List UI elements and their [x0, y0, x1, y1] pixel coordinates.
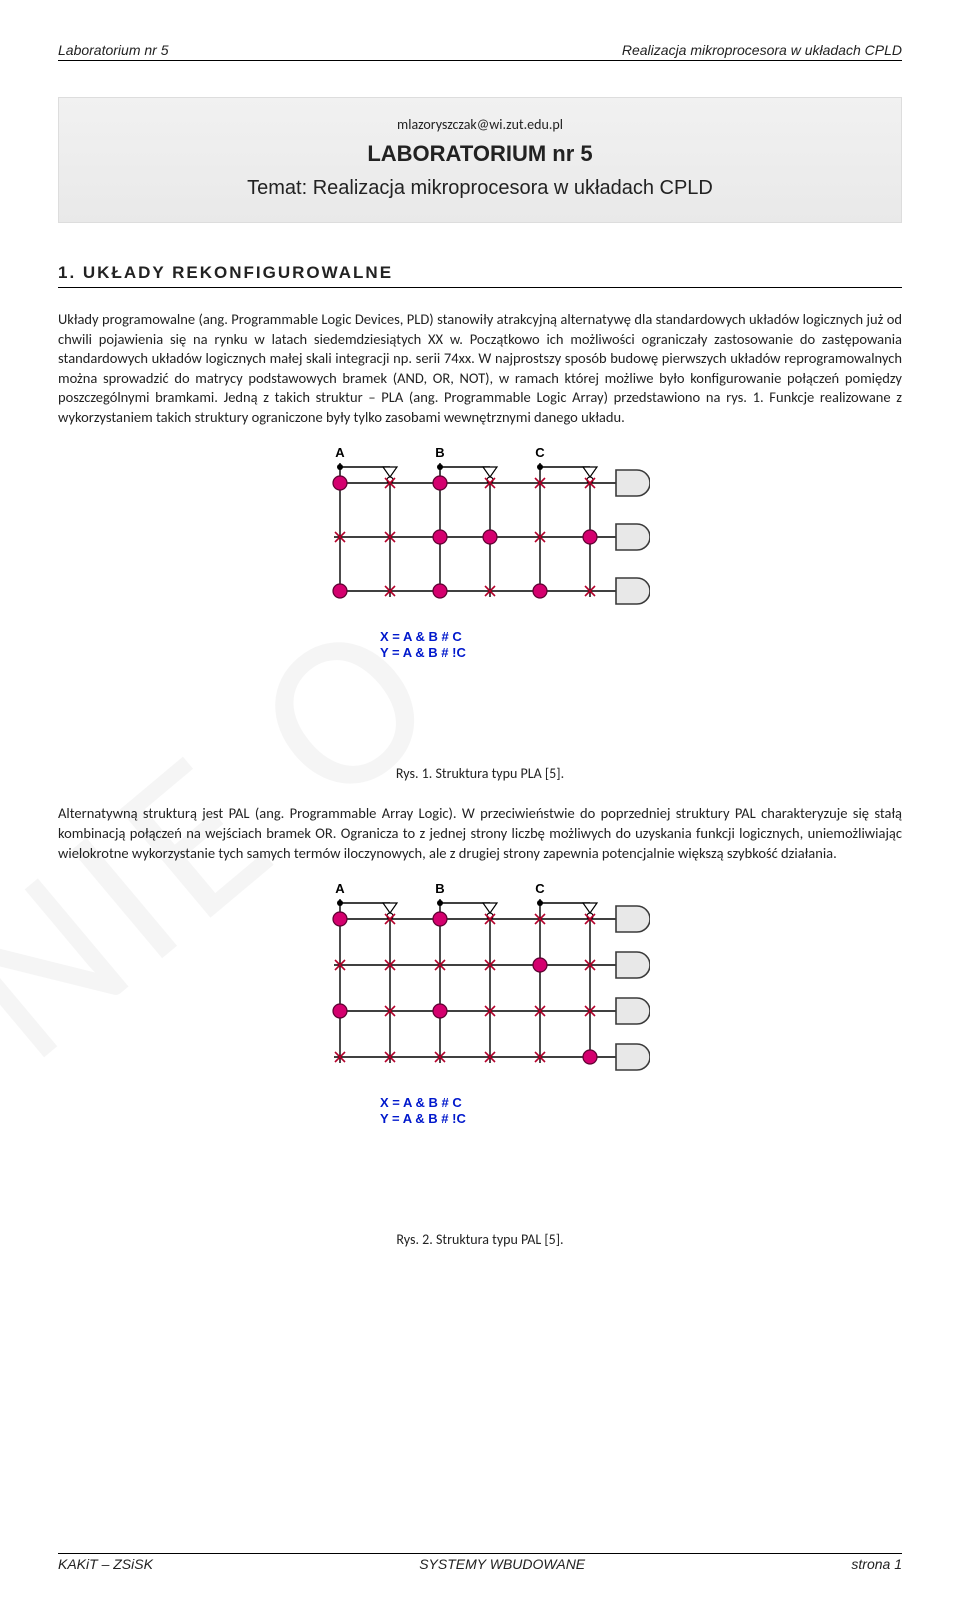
figure-1: ABCXYX = A & B # CY = A & B # !C — [58, 445, 902, 755]
header-left: Laboratorium nr 5 — [58, 42, 169, 58]
svg-text:C: C — [535, 445, 545, 460]
page-footer: KAKiT – ZSiSK SYSTEMY WBUDOWANE strona 1 — [58, 1553, 902, 1572]
paragraph-2: Alternatywną strukturą jest PAL (ang. Pr… — [58, 804, 902, 863]
header-right: Realizacja mikroprocesora w układach CPL… — [622, 42, 902, 58]
paragraph-1: Układy programowalne (ang. Programmable … — [58, 310, 902, 427]
svg-text:A: A — [335, 881, 345, 896]
title-box: mlazoryszczak@wi.zut.edu.pl LABORATORIUM… — [58, 97, 902, 223]
svg-text:B: B — [435, 881, 444, 896]
figure-1-caption: Rys. 1. Struktura typu PLA [5]. — [58, 765, 902, 782]
svg-text:X = A & B # C: X = A & B # C — [380, 629, 462, 644]
svg-text:Y = A & B # !C: Y = A & B # !C — [380, 645, 466, 660]
svg-text:C: C — [535, 881, 545, 896]
footer-center: SYSTEMY WBUDOWANE — [419, 1556, 585, 1572]
page-header: Laboratorium nr 5 Realizacja mikroproces… — [58, 42, 902, 61]
svg-text:A: A — [335, 445, 345, 460]
svg-text:Y = A & B # !C: Y = A & B # !C — [380, 1111, 466, 1126]
section-1-title: 1. UKŁADY REKONFIGUROWALNE — [58, 263, 902, 288]
figure-2: ABCXYX = A & B # CY = A & B # !C — [58, 881, 902, 1221]
lab-number: LABORATORIUM nr 5 — [71, 141, 889, 167]
footer-left: KAKiT – ZSiSK — [58, 1556, 153, 1572]
figure-2-caption: Rys. 2. Struktura typu PAL [5]. — [58, 1231, 902, 1248]
lab-topic: Temat: Realizacja mikroprocesora w układ… — [71, 177, 889, 200]
author-email: mlazoryszczak@wi.zut.edu.pl — [71, 116, 889, 133]
svg-text:B: B — [435, 445, 444, 460]
footer-right: strona 1 — [851, 1556, 902, 1572]
svg-text:X = A & B # C: X = A & B # C — [380, 1095, 462, 1110]
